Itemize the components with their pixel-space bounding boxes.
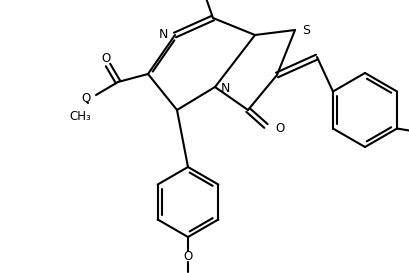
- Text: N: N: [220, 82, 230, 94]
- Text: O: O: [101, 52, 110, 64]
- Text: N: N: [158, 28, 168, 41]
- Text: O: O: [81, 93, 91, 105]
- Text: CH₃: CH₃: [69, 109, 91, 123]
- Text: O: O: [274, 123, 283, 135]
- Text: O: O: [183, 251, 192, 263]
- Text: S: S: [301, 23, 309, 37]
